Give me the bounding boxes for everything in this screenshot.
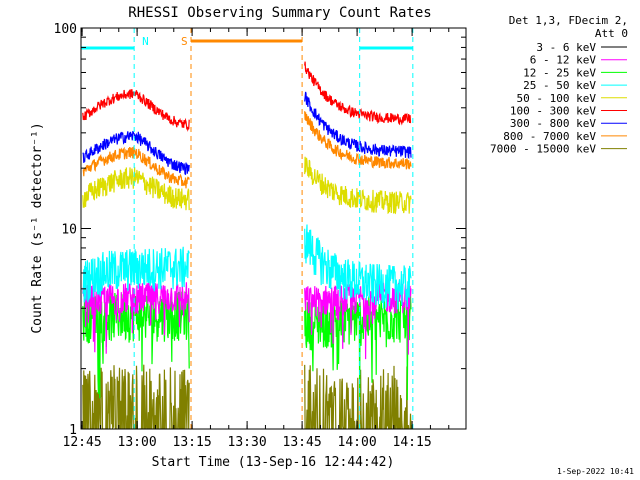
x-tick-label: 13:15: [173, 435, 212, 450]
x-axis: 12:45 13:00 13:15 13:30 13:45 14:00 14:15: [63, 28, 450, 450]
series-line-4-b: [304, 156, 412, 215]
series-line-5-b: [304, 61, 412, 126]
y-tick-label: 10: [61, 223, 77, 238]
series-line-7-b: [304, 111, 412, 170]
series-line-6-b: [304, 91, 412, 159]
x-tick-label: 13:45: [283, 435, 322, 450]
annotation-label-saa: S: [181, 35, 188, 48]
x-tick-label: 13:30: [228, 435, 267, 450]
series-line-5-a: [82, 89, 190, 132]
legend-entry-label: 50 - 100 keV: [517, 92, 597, 105]
legend-entry-label: 6 - 12 keV: [530, 54, 597, 67]
legend-entry-label: 7000 - 15000 keV: [490, 143, 596, 156]
series-line-3-a: [82, 246, 190, 303]
series-line-6-a: [82, 130, 190, 176]
series-line-7-a: [82, 146, 190, 189]
plot-frame: [80, 27, 467, 430]
legend-entry-label: 12 - 25 keV: [523, 66, 596, 79]
y-tick-label: 1: [69, 423, 77, 438]
legend-entry-label: 300 - 800 keV: [510, 117, 596, 130]
legend-entry-label: 25 - 50 keV: [523, 79, 596, 92]
series-line-4-a: [82, 167, 190, 211]
series-line-8-b: [304, 364, 412, 429]
legend-header-line: Att 0: [595, 27, 628, 40]
legend-entry-label: 3 - 6 keV: [536, 41, 596, 54]
generation-timestamp: 1-Sep-2022 10:41: [556, 467, 634, 476]
series-line-2-b: [304, 293, 412, 401]
y-axis: 1 10 100: [54, 22, 466, 438]
series-line-2-a: [82, 291, 190, 399]
y-axis-label: Count Rate (s⁻¹ detector⁻¹): [30, 122, 45, 333]
series-line-1-a: [82, 282, 190, 354]
x-tick-label: 13:00: [118, 435, 157, 450]
series-layer: [82, 61, 412, 429]
series-line-3-b: [304, 224, 412, 310]
legend-entry-label: 800 - 7000 keV: [503, 130, 596, 143]
x-axis-label: Start Time (13-Sep-16 12:44:42): [152, 455, 395, 470]
series-line-8-a: [82, 364, 190, 429]
x-tick-label: 14:00: [338, 435, 377, 450]
x-tick-label: 14:15: [393, 435, 432, 450]
legend-header-line: Det 1,3, FDecim 2,: [509, 14, 628, 27]
x-tick-label: 12:45: [63, 435, 102, 450]
legend-entry-label: 100 - 300 keV: [510, 105, 596, 118]
chart-title: RHESSI Observing Summary Count Rates: [128, 5, 431, 21]
annotation-label-night: N: [142, 35, 149, 48]
y-tick-label: 100: [54, 22, 77, 37]
